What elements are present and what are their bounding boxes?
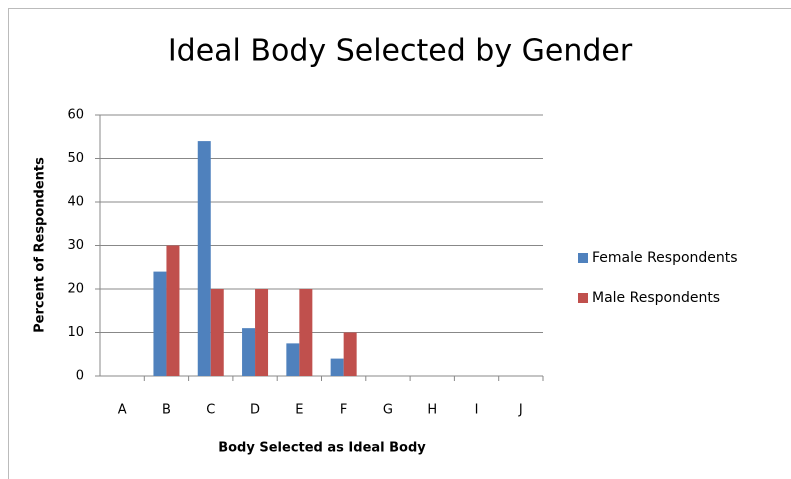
y-tick-label: 60 (67, 108, 84, 123)
bar (166, 245, 180, 376)
chart-frame (8, 8, 791, 479)
x-tick-label: H (427, 403, 437, 418)
bar (153, 271, 167, 376)
legend-swatch (578, 253, 588, 263)
x-tick-label: G (383, 403, 393, 418)
x-tick-label: A (118, 403, 127, 418)
legend-swatch (578, 293, 588, 303)
x-tick-label: J (518, 403, 523, 418)
x-tick-label: B (162, 403, 171, 418)
y-tick-label: 10 (67, 325, 84, 340)
y-axis-label: Percent of Respondents (33, 157, 48, 333)
bar (197, 141, 211, 376)
bar (299, 289, 313, 376)
y-tick-label: 0 (76, 369, 84, 384)
y-tick-label: 30 (67, 238, 84, 253)
bar (330, 358, 344, 376)
x-tick-label: E (295, 403, 303, 418)
bar (242, 328, 256, 376)
x-axis-label: Body Selected as Ideal Body (218, 441, 426, 456)
y-tick-label: 40 (67, 195, 84, 210)
bar (286, 343, 300, 376)
chart-title: Ideal Body Selected by Gender (168, 34, 633, 69)
bar (255, 289, 269, 376)
y-tick-label: 20 (67, 282, 84, 297)
bar (343, 332, 357, 376)
x-tick-label: I (475, 403, 479, 418)
bar (210, 289, 224, 376)
x-tick-label: D (250, 403, 260, 418)
legend-label: Female Respondents (592, 250, 738, 266)
x-tick-label: F (340, 403, 347, 418)
x-tick-label: C (206, 403, 215, 418)
legend-label: Male Respondents (592, 290, 720, 306)
y-tick-label: 50 (67, 151, 84, 166)
